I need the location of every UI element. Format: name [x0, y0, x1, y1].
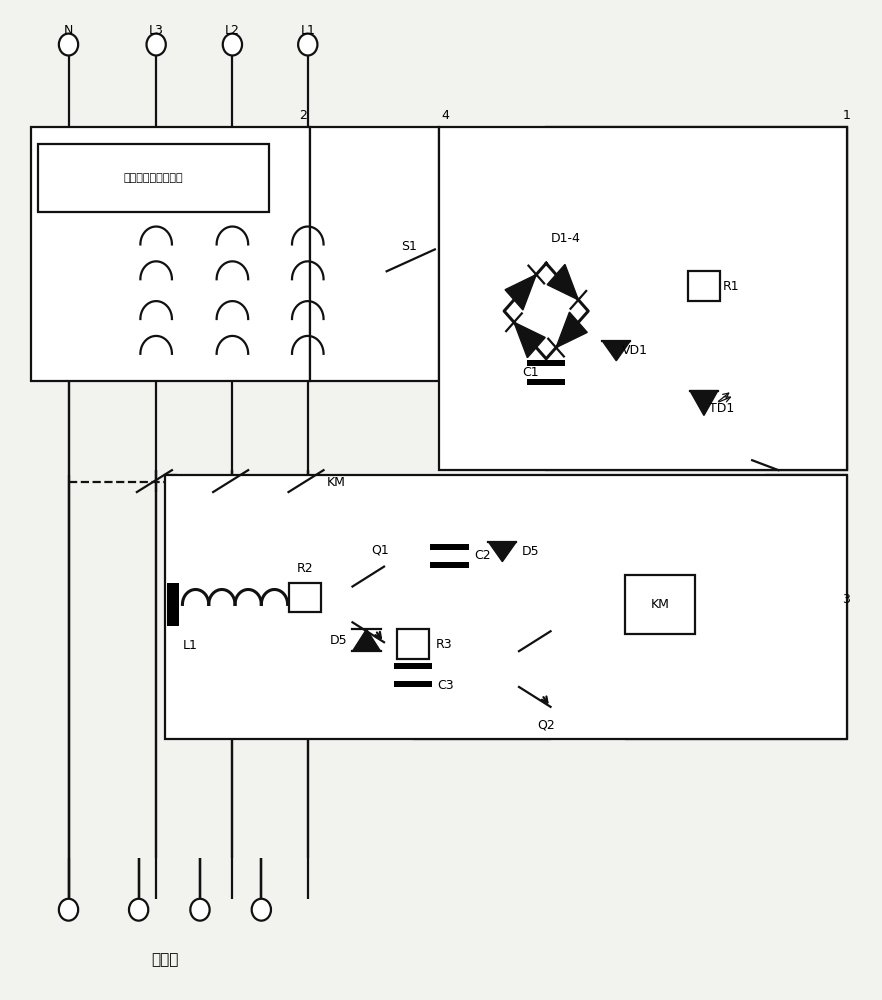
Text: 负载端: 负载端	[151, 952, 179, 967]
Polygon shape	[489, 542, 516, 562]
Bar	[430, 544, 469, 550]
Text: 4: 4	[441, 109, 449, 122]
Text: Q2: Q2	[537, 719, 555, 732]
Bar	[165, 475, 847, 739]
Polygon shape	[353, 629, 380, 651]
Text: C1: C1	[522, 366, 539, 379]
Text: D5: D5	[521, 545, 539, 558]
Polygon shape	[690, 391, 718, 415]
Text: Q1: Q1	[370, 544, 389, 557]
Text: TD1: TD1	[709, 402, 735, 415]
Text: L2: L2	[225, 24, 240, 37]
Circle shape	[59, 899, 78, 921]
Text: L1: L1	[301, 24, 315, 37]
Text: KM: KM	[327, 476, 346, 489]
Text: 剩余电流动作保护器: 剩余电流动作保护器	[123, 173, 183, 183]
Text: S1: S1	[401, 240, 417, 253]
Bar	[439, 127, 847, 470]
Polygon shape	[556, 312, 587, 348]
Text: D1-4: D1-4	[550, 232, 580, 245]
Circle shape	[146, 34, 166, 55]
Text: 1: 1	[842, 109, 850, 122]
Bar	[625, 575, 695, 634]
Text: N: N	[64, 24, 73, 37]
Text: 3: 3	[842, 593, 850, 606]
Text: C2: C2	[475, 549, 491, 562]
Circle shape	[191, 899, 210, 921]
Bar	[310, 127, 439, 381]
Text: R2: R2	[297, 562, 313, 575]
Bar	[167, 583, 179, 626]
Text: C3: C3	[437, 679, 454, 692]
Text: D5: D5	[330, 634, 348, 647]
Polygon shape	[505, 275, 536, 310]
Text: L3: L3	[149, 24, 163, 37]
Bar	[397, 629, 429, 659]
Bar	[527, 379, 565, 385]
Circle shape	[223, 34, 242, 55]
Text: VD1: VD1	[622, 344, 647, 357]
Text: L1: L1	[183, 639, 198, 652]
Polygon shape	[547, 264, 579, 300]
Circle shape	[251, 899, 271, 921]
Polygon shape	[602, 341, 631, 361]
Bar	[289, 583, 321, 612]
Polygon shape	[514, 322, 545, 358]
Bar	[38, 144, 269, 212]
Circle shape	[298, 34, 318, 55]
Bar	[688, 271, 720, 301]
Bar	[393, 681, 432, 687]
Text: KM: KM	[651, 598, 669, 611]
Bar	[31, 127, 310, 381]
Circle shape	[59, 34, 78, 55]
Bar	[430, 562, 469, 568]
Bar	[527, 360, 565, 366]
Text: R1: R1	[723, 280, 740, 293]
Circle shape	[129, 899, 148, 921]
Text: R3: R3	[436, 638, 452, 651]
Bar	[546, 127, 847, 470]
Text: 2: 2	[299, 109, 307, 122]
Bar	[393, 663, 432, 669]
